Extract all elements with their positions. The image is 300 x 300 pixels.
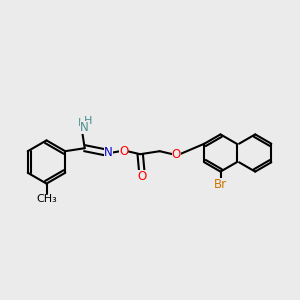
Text: O: O bbox=[172, 148, 181, 161]
Text: O: O bbox=[137, 169, 146, 183]
Text: CH₃: CH₃ bbox=[36, 194, 57, 205]
Text: N: N bbox=[80, 121, 89, 134]
Text: N: N bbox=[104, 146, 113, 159]
Text: O: O bbox=[119, 145, 128, 158]
Text: H: H bbox=[84, 116, 92, 126]
Text: H: H bbox=[77, 118, 86, 128]
Text: Br: Br bbox=[214, 178, 227, 191]
